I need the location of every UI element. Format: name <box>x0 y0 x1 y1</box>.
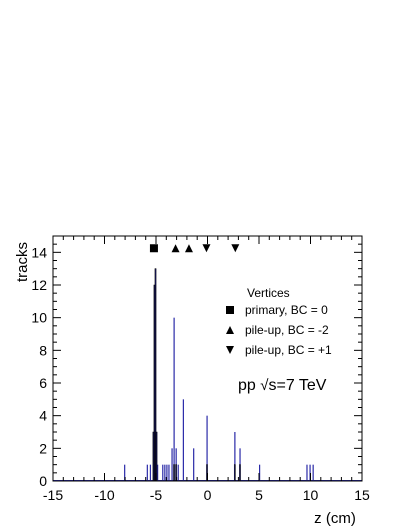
energy-annotation: pp √s=7 TeV <box>238 377 327 394</box>
outline-bar <box>155 431 158 481</box>
annotation-suffix: =7 TeV <box>276 377 326 394</box>
histogram-bar <box>171 448 173 481</box>
x-axis-label: z (cm) <box>314 510 356 527</box>
x-tick-label: 10 <box>303 487 319 503</box>
histogram-bar <box>153 285 156 481</box>
legend-title: Vertices <box>247 286 290 300</box>
axis-ticks <box>52 235 363 482</box>
histogram-bar <box>124 464 126 481</box>
outline-bar <box>154 268 157 481</box>
legend-triangle-up-symbol <box>226 326 234 334</box>
legend-triangle-down-symbol <box>226 346 234 354</box>
triangle-up-vertex-marker <box>184 244 193 253</box>
y-tick-label: 2 <box>39 440 47 456</box>
y-tick-label: 0 <box>39 473 47 489</box>
histogram-bar <box>146 464 148 481</box>
x-tick-label: 15 <box>354 487 370 503</box>
y-tick-label: 4 <box>39 408 47 424</box>
outline-bar <box>233 464 236 481</box>
histogram-bar <box>152 432 155 481</box>
histogram-bar <box>149 464 152 481</box>
histogram-bar <box>162 464 164 481</box>
y-tick-label: 6 <box>39 375 47 391</box>
blue-histogram-series <box>53 268 362 481</box>
legend-entry-label: pile-up, BC = -2 <box>245 323 329 337</box>
histogram-bar <box>206 415 208 481</box>
histogram-bar <box>177 464 179 481</box>
outline-histogram-series <box>152 268 241 481</box>
axis-tick-labels: -15 -10 -5 0 5 10 15 0 2 4 6 8 10 12 14 <box>31 244 370 503</box>
outline-bar <box>239 464 241 481</box>
outline-bar <box>173 464 175 481</box>
histogram-bar <box>157 464 159 481</box>
legend-entry-label: primary, BC = 0 <box>245 303 328 317</box>
square-vertex-marker <box>149 244 158 253</box>
histogram-bar <box>306 464 308 481</box>
legend: Vertices primary, BC = 0 pile-up, BC = -2… <box>226 286 332 357</box>
histogram-bar <box>234 432 236 481</box>
histogram-bar <box>156 432 158 481</box>
legend-square-symbol <box>226 306 234 314</box>
triangle-down-vertex-marker <box>231 244 240 253</box>
histogram-bar <box>154 268 157 481</box>
histogram-bar <box>168 464 170 481</box>
y-tick-label: 12 <box>31 277 47 293</box>
histogram-bar <box>173 317 175 481</box>
sqrt-sign: √ <box>260 377 269 394</box>
x-tick-label: -5 <box>150 487 163 503</box>
annotation-prefix: pp <box>238 377 260 394</box>
triangle-up-vertex-marker <box>171 244 180 253</box>
histogram-bar <box>259 464 261 481</box>
histogram-bar <box>182 399 184 481</box>
y-tick-label: 14 <box>31 244 47 260</box>
histogram-bar <box>164 464 166 481</box>
histogram-bar <box>312 464 314 481</box>
y-tick-label: 10 <box>31 310 47 326</box>
x-tick-label: -10 <box>94 487 114 503</box>
histogram-bar <box>166 464 168 481</box>
triangle-down-vertex-marker <box>202 244 211 253</box>
y-tick-label: 8 <box>39 342 47 358</box>
outline-bar <box>206 464 208 481</box>
annotation-radicand: s <box>268 377 276 394</box>
vertex-markers <box>149 244 240 253</box>
y-axis-label: tracks <box>14 242 31 282</box>
svg-text:pp √s=7 TeV: pp √s=7 TeV <box>238 377 327 394</box>
outline-bar <box>175 464 177 481</box>
legend-entry-label: pile-up, BC = +1 <box>245 343 332 357</box>
histogram-bar <box>309 464 311 481</box>
x-tick-label: 5 <box>255 487 263 503</box>
histogram-bar <box>193 448 195 481</box>
x-tick-label: -15 <box>43 487 63 503</box>
x-tick-label: 0 <box>204 487 212 503</box>
